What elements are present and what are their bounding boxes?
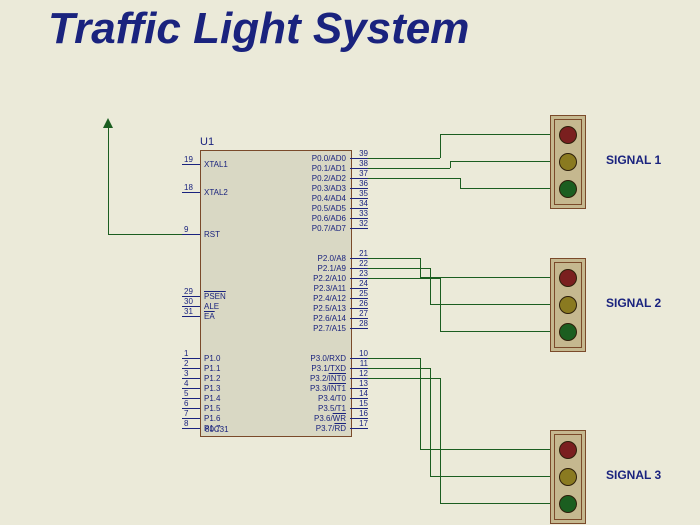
page-title: Traffic Light System (48, 4, 469, 54)
schematic-canvas: Traffic Light System U1 80C31 19XTAL118X… (0, 0, 700, 525)
signal-label-1: SIGNAL 1 (606, 153, 661, 167)
traffic-signal-3 (550, 430, 586, 524)
power-arrow-icon (103, 118, 113, 128)
signal-label-3: SIGNAL 3 (606, 468, 661, 482)
signal-label-2: SIGNAL 2 (606, 296, 661, 310)
traffic-signal-1 (550, 115, 586, 209)
traffic-signal-2 (550, 258, 586, 352)
chip-refdes: U1 (200, 136, 214, 148)
